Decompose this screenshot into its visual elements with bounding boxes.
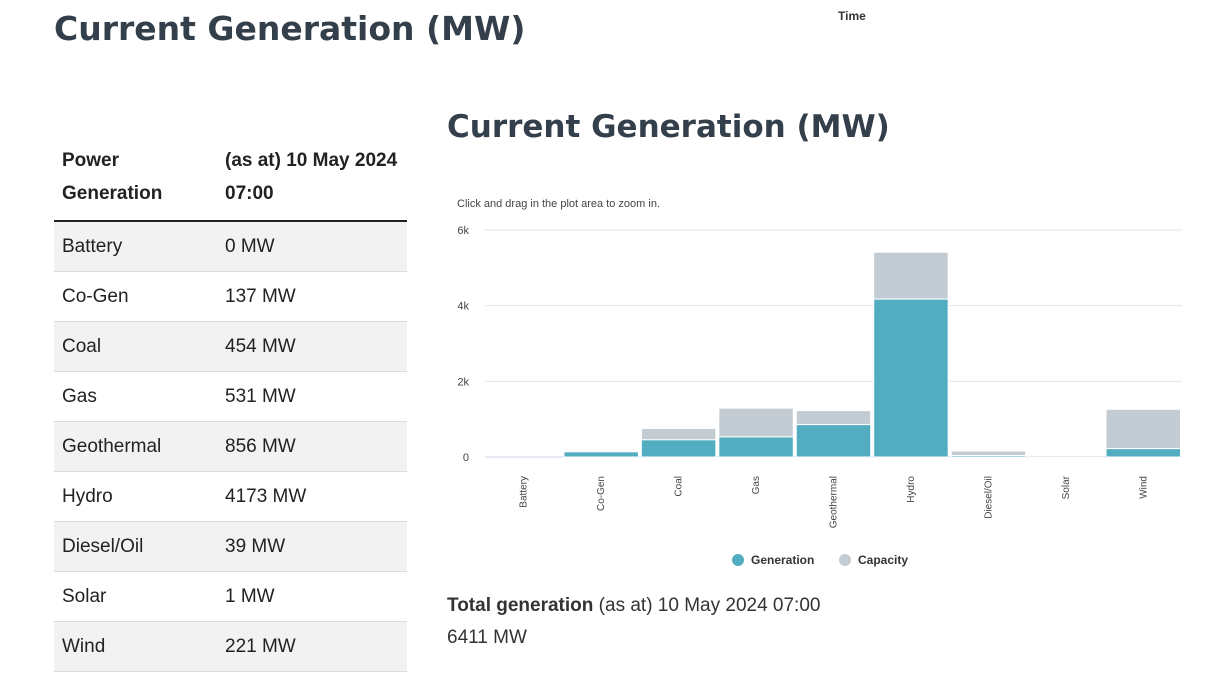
generation-bar bbox=[718, 436, 794, 458]
generation-bar bbox=[873, 298, 949, 458]
x-tick-label: Wind bbox=[1138, 476, 1149, 499]
source-cell: Geothermal bbox=[54, 421, 217, 472]
value-cell: 221 MW bbox=[217, 621, 407, 672]
y-tick-label: 4k bbox=[457, 301, 469, 313]
source-cell: Wind bbox=[54, 621, 217, 672]
value-cell: 4173 MW bbox=[217, 471, 407, 522]
total-generation-line: Total generation (as at) 10 May 2024 07:… bbox=[447, 593, 820, 619]
x-tick-label: Gas bbox=[751, 476, 762, 494]
chart-title: Current Generation (MW) bbox=[447, 109, 890, 145]
page-title: Current Generation (MW) bbox=[54, 9, 526, 48]
capacity-bar bbox=[873, 251, 949, 300]
x-tick-label: Diesel/Oil bbox=[983, 476, 994, 519]
generation-bar bbox=[1105, 448, 1181, 458]
total-as-at: (as at) 10 May 2024 07:00 bbox=[598, 595, 821, 616]
legend-generation-marker bbox=[732, 554, 744, 566]
capacity-bar bbox=[950, 450, 1027, 457]
table-row: Hydro 4173 MW bbox=[54, 471, 407, 522]
legend-capacity-label: Capacity bbox=[858, 553, 908, 567]
y-tick-label: 6k bbox=[457, 225, 469, 237]
table-row: Gas 531 MW bbox=[54, 371, 407, 422]
x-tick-label: Solar bbox=[1061, 475, 1072, 499]
generation-bar bbox=[563, 451, 639, 458]
y-tick-label: 2k bbox=[457, 376, 469, 388]
table-row: Co-Gen 137 MW bbox=[54, 271, 407, 322]
table-row: Wind 221 MW bbox=[54, 621, 407, 672]
capacity-bar bbox=[640, 427, 717, 441]
generation-bar bbox=[950, 455, 1027, 458]
table-row: Solar 1 MW bbox=[54, 571, 407, 622]
total-generation-value: 6411 MW bbox=[447, 627, 527, 648]
table-row: Diesel/Oil 39 MW bbox=[54, 521, 407, 572]
legend-capacity-marker bbox=[839, 554, 851, 566]
value-cell: 856 MW bbox=[217, 421, 407, 472]
table-header-row: Power Generation (as at) 10 May 2024 07:… bbox=[54, 140, 407, 222]
total-generation-label: Total generation bbox=[447, 595, 594, 616]
value-cell: 137 MW bbox=[217, 271, 407, 322]
source-cell: Co-Gen bbox=[54, 271, 217, 322]
source-cell: Hydro bbox=[54, 471, 217, 522]
capacity-bar bbox=[718, 407, 794, 438]
x-tick-label: Coal bbox=[674, 476, 685, 497]
source-cell: Gas bbox=[54, 371, 217, 422]
table-row: Geothermal 856 MW bbox=[54, 421, 407, 472]
value-cell: 531 MW bbox=[217, 371, 407, 422]
zoom-instruction: Click and drag in the plot area to zoom … bbox=[457, 198, 660, 210]
table-row: Battery 0 MW bbox=[54, 221, 407, 272]
y-tick-label: 0 bbox=[463, 452, 469, 464]
value-cell: 39 MW bbox=[217, 521, 407, 572]
capacity-bar bbox=[1105, 408, 1181, 450]
generation-chart[interactable]: Click and drag in the plot area to zoom … bbox=[447, 190, 1192, 575]
generation-table: Power Generation (as at) 10 May 2024 07:… bbox=[54, 140, 407, 672]
x-tick-label: Hydro bbox=[906, 476, 917, 503]
x-tick-label: Battery bbox=[519, 476, 530, 508]
value-cell: 454 MW bbox=[217, 321, 407, 372]
time-label: Time bbox=[838, 9, 866, 23]
x-tick-label: Co-Gen bbox=[596, 476, 607, 511]
column-header: (as at) 10 May 2024 07:00 bbox=[217, 140, 407, 222]
source-cell: Battery bbox=[54, 221, 217, 272]
source-cell: Diesel/Oil bbox=[54, 521, 217, 572]
table-row: Coal 454 MW bbox=[54, 321, 407, 372]
legend-generation-label: Generation bbox=[751, 553, 814, 567]
generation-bar bbox=[795, 424, 872, 458]
capacity-bar bbox=[795, 410, 872, 426]
x-tick-label: Geothermal bbox=[829, 476, 840, 528]
source-cell: Coal bbox=[54, 321, 217, 372]
generation-bar bbox=[640, 439, 717, 458]
column-header: Power Generation bbox=[54, 140, 217, 222]
value-cell: 0 MW bbox=[217, 221, 407, 272]
source-cell: Solar bbox=[54, 571, 217, 622]
value-cell: 1 MW bbox=[217, 571, 407, 622]
